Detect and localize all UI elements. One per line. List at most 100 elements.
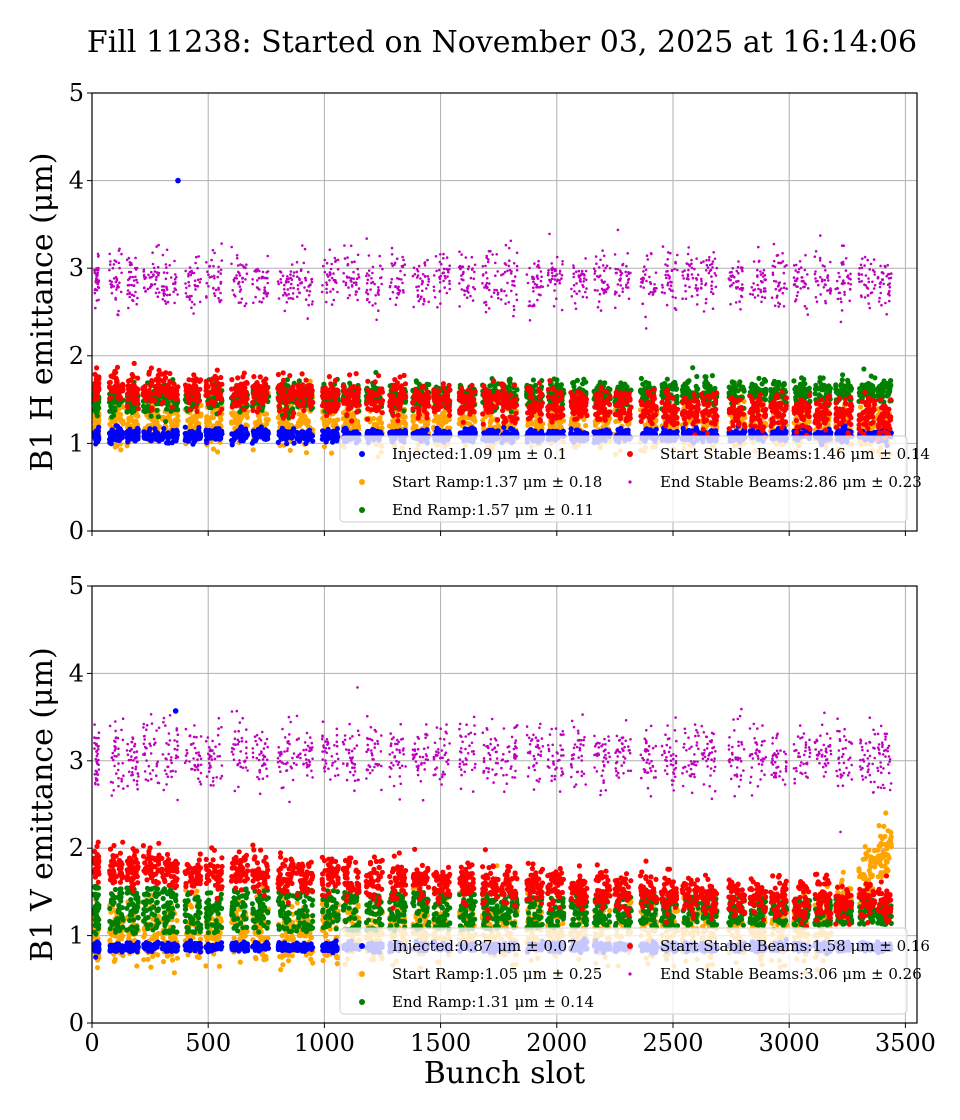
point-end_ramp: [580, 381, 586, 387]
point-start_ramp: [166, 415, 172, 421]
point-injected: [330, 439, 336, 445]
point-injected: [239, 433, 245, 439]
point-end_ramp: [558, 382, 565, 388]
point-injected: [165, 430, 171, 436]
point-start_ramp: [285, 423, 291, 429]
point-start_ramp: [133, 418, 139, 424]
point-start_ramp: [413, 423, 419, 429]
point-start_ramp: [487, 420, 493, 426]
point-injected: [306, 434, 312, 440]
point-end_ramp: [664, 376, 670, 382]
point-injected: [113, 423, 119, 429]
point-end_ramp: [426, 381, 432, 388]
point-start_ramp: [431, 418, 437, 424]
point-end_ramp: [163, 418, 169, 425]
point-start_ramp: [370, 416, 377, 422]
point-injected: [575, 427, 581, 433]
point-start_ramp: [151, 421, 157, 427]
point-end_ramp: [686, 390, 692, 396]
point-injected: [114, 433, 120, 439]
point-injected: [372, 428, 378, 434]
point-end_ramp: [770, 381, 777, 387]
point-injected: [115, 428, 121, 434]
point-start_ramp: [456, 421, 462, 427]
point-end_ramp: [756, 375, 762, 381]
point-end_ramp: [694, 373, 700, 380]
point-start_ramp: [275, 415, 281, 421]
point-end_ramp: [487, 383, 493, 389]
point-end_ramp: [731, 382, 737, 388]
point-start_ramp: [235, 415, 241, 421]
point-injected: [508, 425, 514, 432]
point-start_ramp: [188, 417, 194, 423]
point-injected: [291, 440, 297, 446]
point-end_ramp: [581, 376, 587, 382]
point-end_ramp: [749, 381, 755, 387]
point-end_ramp: [768, 388, 774, 394]
point-start_ramp: [379, 420, 385, 426]
point-injected: [135, 430, 141, 436]
point-start_ramp: [120, 418, 126, 424]
point-injected: [287, 429, 293, 435]
point-end_ramp: [638, 375, 645, 382]
point-start_ramp: [287, 447, 293, 453]
point-injected: [323, 439, 329, 445]
point-injected: [733, 428, 740, 434]
point-injected: [279, 425, 285, 431]
point-end_ramp: [414, 379, 420, 385]
point-injected: [307, 427, 313, 433]
point-injected: [259, 433, 265, 439]
point-start_ramp: [704, 422, 710, 428]
point-injected: [92, 429, 98, 436]
point-end_ramp: [682, 383, 689, 389]
point-injected: [334, 431, 340, 437]
point-end_ramp: [705, 387, 712, 393]
point-injected: [182, 424, 188, 430]
point-injected: [253, 436, 259, 442]
point-start_ramp: [204, 419, 210, 426]
point-end_ramp: [686, 378, 692, 384]
point-injected: [433, 429, 439, 435]
point-injected: [606, 428, 612, 434]
point-injected: [265, 429, 271, 435]
point-start_ramp: [410, 418, 416, 424]
point-start_ramp: [468, 415, 474, 421]
point-end_ramp: [155, 414, 161, 420]
point-end_ramp: [780, 382, 786, 388]
point-start_ramp: [391, 423, 397, 429]
point-start_ramp: [255, 413, 261, 419]
point-injected: [680, 425, 686, 431]
point-end_ramp: [492, 383, 498, 390]
point-start_ramp: [118, 447, 124, 453]
point-start_ramp: [400, 419, 406, 425]
point-start_ramp: [344, 421, 350, 427]
point-end_ramp: [702, 383, 708, 389]
point-start_ramp: [307, 378, 313, 384]
point-injected: [211, 430, 217, 436]
point-start_ramp: [114, 442, 120, 448]
point-start_ramp: [333, 418, 339, 424]
point-start_ramp: [117, 412, 123, 418]
point-injected: [160, 432, 166, 438]
point-end_ramp: [802, 381, 808, 387]
point-injected: [685, 428, 692, 434]
point-start_ramp: [303, 450, 310, 456]
point-injected: [495, 428, 501, 434]
point-end_ramp: [112, 407, 118, 413]
point-injected: [525, 429, 531, 436]
point-start_ramp: [198, 411, 204, 417]
point-start_ramp: [298, 415, 304, 421]
point-start_ramp: [95, 418, 101, 424]
point-end_ramp: [148, 413, 154, 419]
point-injected: [161, 426, 167, 432]
point-end_ramp: [597, 379, 603, 385]
point-injected: [195, 428, 201, 434]
point-injected: [665, 429, 671, 435]
point-end_ramp: [798, 390, 804, 396]
point-end_ramp: [793, 384, 799, 390]
point-injected: [618, 425, 624, 431]
point-injected: [258, 424, 264, 430]
point-injected: [152, 426, 158, 432]
